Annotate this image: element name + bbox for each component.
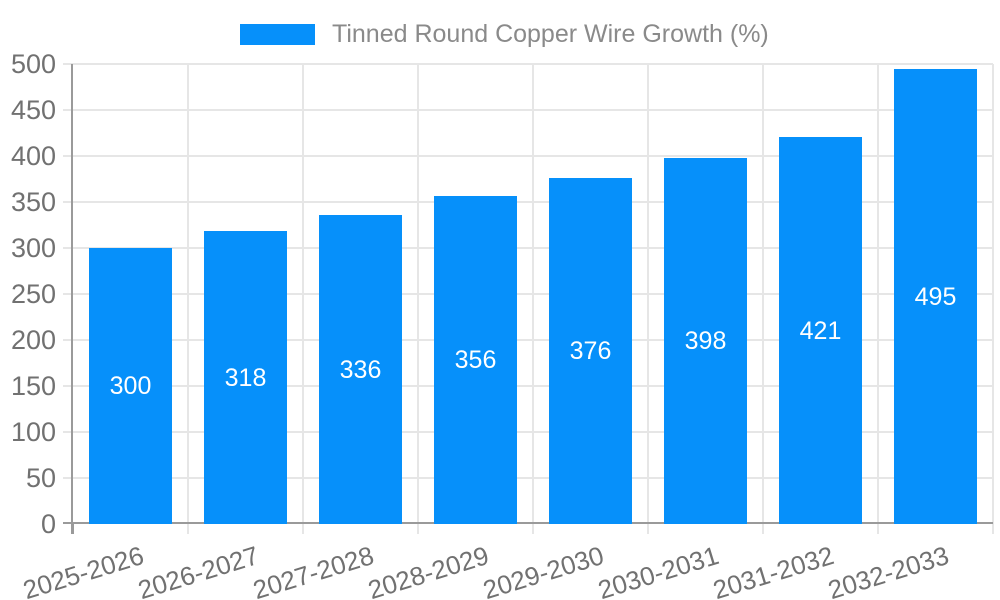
bar [89,248,172,524]
y-tick-label: 400 [10,141,56,171]
x-tick-mark [417,524,419,534]
gridline-horizontal [63,109,993,111]
bar [894,69,977,524]
bar-value-label: 398 [684,327,727,355]
gridline-horizontal [63,477,993,479]
bar [319,215,402,524]
bar-value-label: 336 [339,356,382,384]
x-tick-mark [992,524,994,534]
y-tick-label: 200 [10,325,56,355]
y-tick-label: 300 [10,233,56,263]
y-axis-line [71,64,73,534]
x-tick-mark [532,524,534,534]
y-tick-label: 450 [10,95,56,125]
bar-value-label: 318 [224,364,267,392]
bar-value-label: 300 [109,372,152,400]
gridline-vertical [762,64,764,524]
gridline-horizontal [63,155,993,157]
gridline-horizontal [63,339,993,341]
x-axis-line [63,522,993,524]
gridline-horizontal [63,293,993,295]
legend-color-swatch [240,24,315,45]
gridline-horizontal [63,63,993,65]
bar [549,178,632,524]
bar-value-label: 421 [799,317,842,345]
x-tick-mark [762,524,764,534]
gridline-vertical [647,64,649,524]
gridline-vertical [877,64,879,524]
y-tick-label: 500 [10,49,56,79]
bar [779,137,862,524]
gridline-vertical [532,64,534,524]
gridline-horizontal [63,385,993,387]
gridline-vertical [302,64,304,524]
x-tick-mark [877,524,879,534]
gridline-vertical [992,64,994,524]
y-tick-label: 100 [10,417,56,447]
legend[interactable]: Tinned Round Copper Wire Growth (%) [240,22,769,47]
bar [664,158,747,524]
bar-value-label: 376 [569,337,612,365]
gridline-horizontal [63,201,993,203]
gridline-horizontal [63,247,993,249]
bar-value-label: 356 [454,346,497,374]
gridline-vertical [187,64,189,524]
x-tick-mark [187,524,189,534]
bar-value-label: 495 [914,283,957,311]
legend-label: Tinned Round Copper Wire Growth (%) [332,20,769,48]
x-tick-mark [647,524,649,534]
y-tick-label: 150 [10,371,56,401]
y-tick-label: 50 [25,463,56,493]
gridline-vertical [417,64,419,524]
y-tick-label: 350 [10,187,56,217]
gridline-horizontal [63,431,993,433]
y-tick-label: 0 [40,509,56,539]
x-tick-mark [302,524,304,534]
bar [434,196,517,524]
y-tick-label: 250 [10,279,56,309]
bar [204,231,287,524]
x-tick-mark [72,524,74,534]
